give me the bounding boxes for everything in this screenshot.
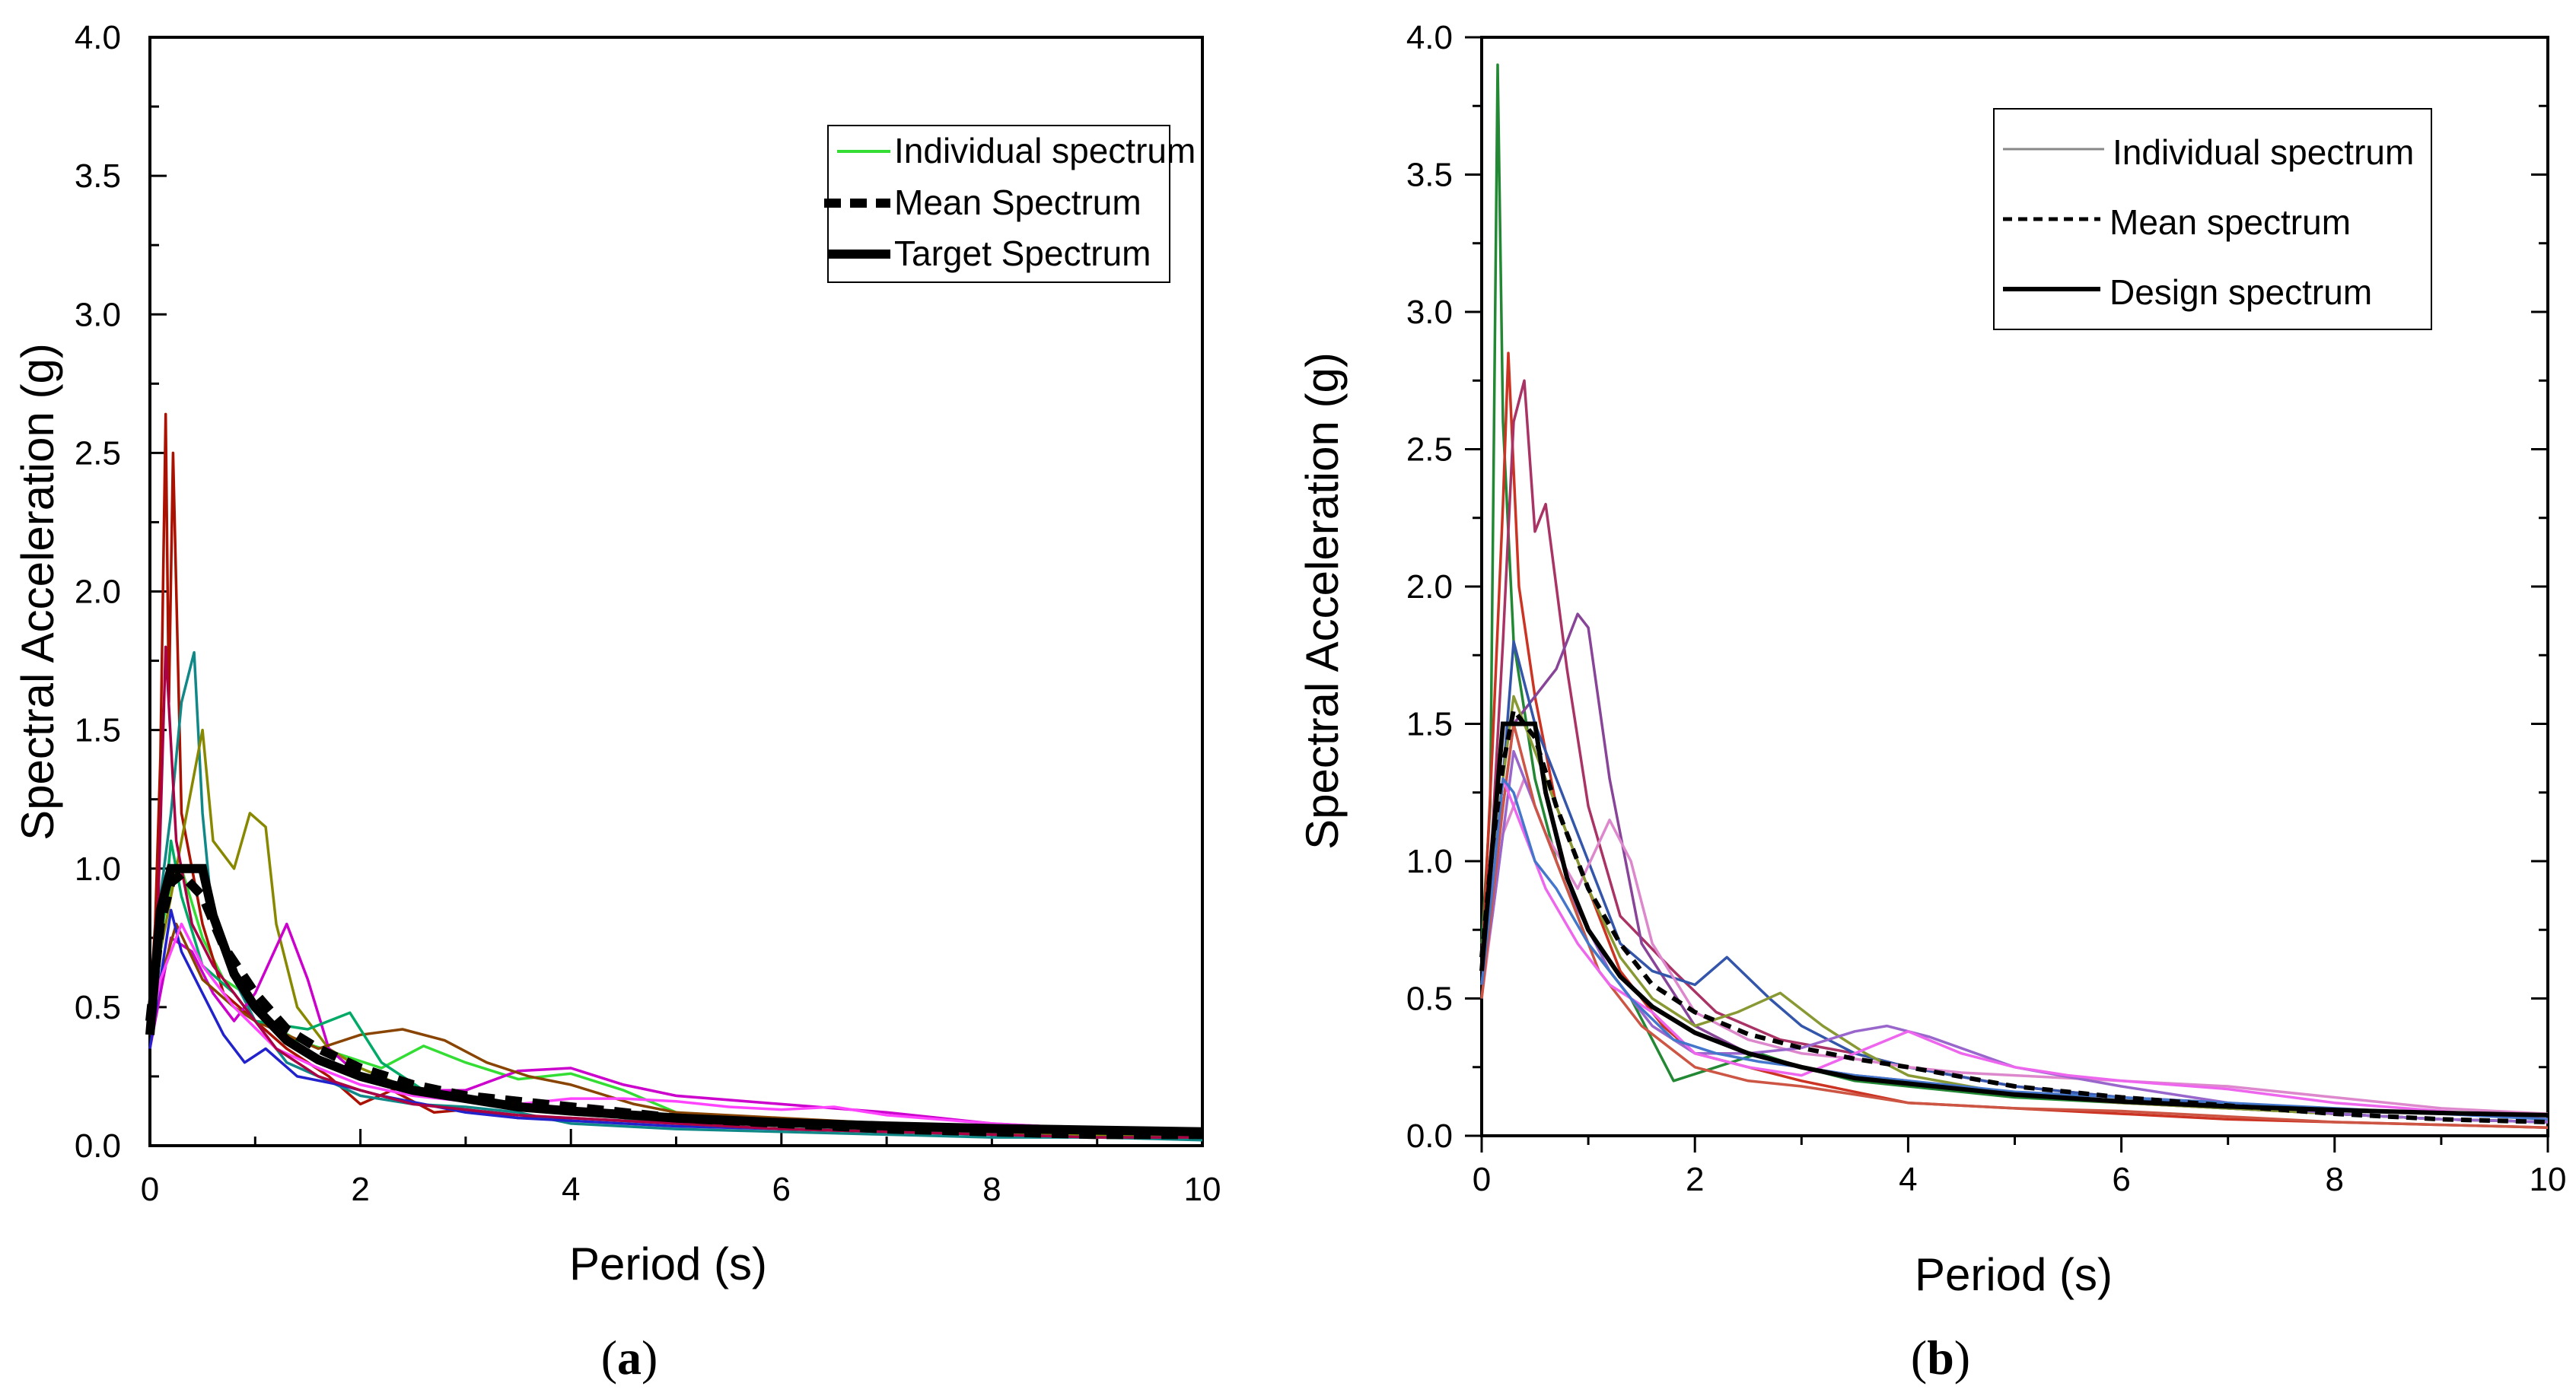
b-individual-spectrum-line <box>1480 777 2549 1121</box>
panel-b-y-tick-labels: 0.0 0.5 1.0 1.5 2.0 2.5 3.0 3.5 4.0 <box>1406 19 1453 1155</box>
b-x-tick-label: 8 <box>2326 1161 2344 1198</box>
b-y-tick-label: 2.5 <box>1406 431 1453 469</box>
panel-b-x-tick-labels: 0 2 4 6 8 10 <box>1473 1161 2567 1198</box>
panel-a-legend: Individual spectrum Mean Spectrum Target… <box>824 125 1196 283</box>
b-x-tick-label: 6 <box>2112 1161 2130 1198</box>
b-y-tick-label: 3.0 <box>1406 294 1453 331</box>
b-x-tick-label: 0 <box>1473 1161 1491 1198</box>
panel-a-x-tick-labels: 0 2 4 6 8 10 <box>141 1171 1221 1208</box>
panel-a-individual-spectra <box>148 412 1203 1142</box>
a-y-tick-label: 1.0 <box>75 851 121 888</box>
panel-a-legend-label-target: Target Spectrum <box>894 234 1151 273</box>
panel-a-target-spectrum-line <box>145 863 1203 1137</box>
a-x-tick-label: 0 <box>141 1171 159 1208</box>
panel-b-design-spectrum-line <box>1479 721 2549 1118</box>
a-x-tick-label: 2 <box>351 1171 369 1208</box>
panel-b-legend-label-design: Design spectrum <box>2110 272 2372 312</box>
b-y-tick-label: 2.0 <box>1406 568 1453 606</box>
panel-a: 0 2 4 6 8 10 0.0 0.5 1.0 1.5 2.0 2.5 3.0 3.5 4.0 Peri… <box>12 19 1221 1385</box>
panel-a-caption: (a) <box>601 1331 658 1385</box>
a-y-tick-label: 2.5 <box>75 434 121 472</box>
a-y-tick-label: 0.5 <box>75 989 121 1026</box>
b-y-tick-label: 0.5 <box>1406 981 1453 1018</box>
b-individual-spectrum-line <box>1480 612 2549 1124</box>
panel-a-y-axis-title: Spectral Acceleration (g) <box>12 343 63 841</box>
b-x-tick-label: 2 <box>1686 1161 1704 1198</box>
a-individual-spectrum-line <box>148 839 1202 1139</box>
panel-b-legend-label-individual: Individual spectrum <box>2113 132 2414 172</box>
b-y-tick-label: 0.0 <box>1406 1118 1453 1155</box>
b-y-tick-label: 1.5 <box>1406 706 1453 743</box>
panel-a-y-tick-labels: 0.0 0.5 1.0 1.5 2.0 2.5 3.0 3.5 4.0 <box>75 19 121 1165</box>
panel-b: 0 2 4 6 8 10 0.0 0.5 1.0 1.5 2.0 2.5 3.0 3.5 4.0 Peri… <box>1297 19 2566 1385</box>
a-y-tick-label: 0.0 <box>75 1127 121 1165</box>
a-x-tick-label: 6 <box>772 1171 791 1208</box>
b-x-tick-label: 4 <box>1899 1161 1917 1198</box>
a-y-tick-label: 1.5 <box>75 712 121 749</box>
b-individual-spectrum-line <box>1480 777 2549 1115</box>
a-individual-spectrum-line <box>148 908 1202 1139</box>
panel-b-legend-label-mean: Mean spectrum <box>2110 202 2351 242</box>
panel-b-mean-spectrum-line <box>1479 704 2549 1124</box>
a-y-tick-label: 2.0 <box>75 574 121 611</box>
b-individual-spectrum-line <box>1480 749 2549 1124</box>
b-y-tick-label: 4.0 <box>1406 19 1453 56</box>
a-y-tick-label: 3.5 <box>75 157 121 195</box>
panel-b-legend: Individual spectrum Mean spectrum Design… <box>1993 108 2432 330</box>
b-y-tick-label: 1.0 <box>1406 843 1453 880</box>
a-x-tick-label: 10 <box>1184 1171 1221 1208</box>
panel-b-caption: (b) <box>1911 1331 1970 1385</box>
b-x-tick-label: 10 <box>2530 1161 2567 1198</box>
b-individual-spectrum-line <box>1480 640 2549 1124</box>
panel-a-legend-label-individual: Individual spectrum <box>894 131 1196 170</box>
a-individual-spectrum-line <box>148 728 1203 1139</box>
a-y-tick-label: 3.0 <box>75 296 121 333</box>
panel-b-y-axis-title: Spectral Acceleration (g) <box>1297 352 1348 850</box>
panel-b-axis-ticks <box>1465 36 2549 1153</box>
a-x-tick-label: 8 <box>982 1171 1001 1208</box>
b-individual-spectrum-line <box>1480 695 2549 1124</box>
a-x-tick-label: 4 <box>562 1171 580 1208</box>
a-individual-spectrum-line <box>148 650 1203 1142</box>
a-y-tick-label: 4.0 <box>75 19 121 56</box>
panel-b-x-axis-title: Period (s) <box>1915 1249 2113 1300</box>
panel-a-x-axis-title: Period (s) <box>569 1238 767 1289</box>
b-y-tick-label: 3.5 <box>1406 157 1453 194</box>
panel-a-legend-label-mean: Mean Spectrum <box>894 183 1142 222</box>
